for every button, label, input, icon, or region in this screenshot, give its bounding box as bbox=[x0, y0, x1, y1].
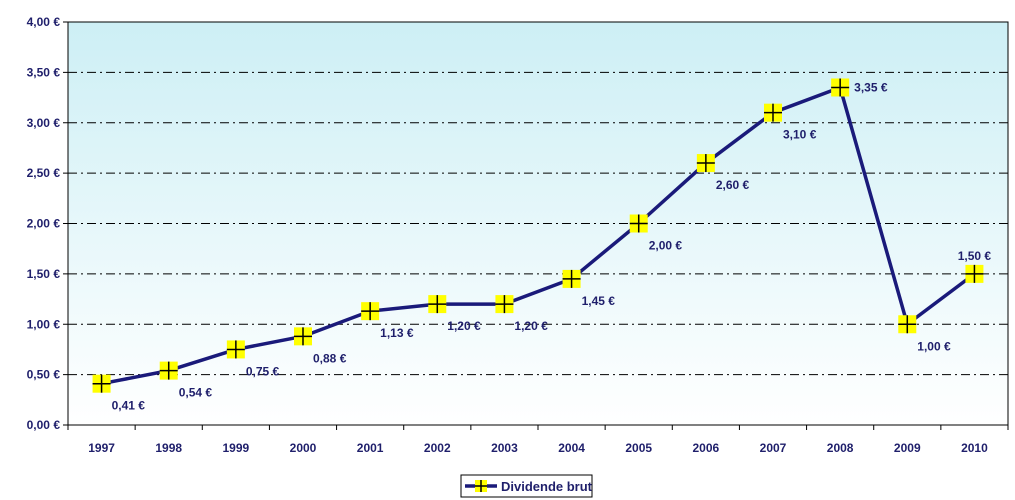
data-label: 1,50 € bbox=[958, 249, 992, 263]
x-tick-label: 2007 bbox=[760, 441, 787, 455]
data-point bbox=[428, 295, 447, 314]
data-point bbox=[361, 302, 380, 321]
legend-label: Dividende brut bbox=[501, 479, 593, 494]
data-label: 3,35 € bbox=[854, 80, 888, 94]
x-tick-label: 2009 bbox=[894, 441, 921, 455]
x-tick-label: 2002 bbox=[424, 441, 451, 455]
data-point bbox=[159, 361, 178, 380]
data-point bbox=[226, 340, 245, 359]
data-label: 1,45 € bbox=[582, 294, 616, 308]
x-tick-label: 1998 bbox=[155, 441, 182, 455]
data-label: 1,20 € bbox=[514, 319, 548, 333]
data-labels: 0,41 € 0,54 € 0,75 € 0,88 € 1,13 € 1,20 € 1,20… bbox=[112, 80, 992, 412]
x-tick-label: 2004 bbox=[558, 441, 585, 455]
data-label: 2,00 € bbox=[649, 239, 683, 253]
x-tick-label: 2003 bbox=[491, 441, 518, 455]
data-point bbox=[495, 295, 514, 314]
data-label: 1,13 € bbox=[380, 326, 414, 340]
data-point bbox=[696, 154, 715, 173]
data-label: 0,88 € bbox=[313, 351, 347, 365]
legend-box bbox=[460, 474, 593, 498]
x-tick-label: 2000 bbox=[290, 441, 317, 455]
x-tick-label: 2001 bbox=[357, 441, 384, 455]
y-tick-label: 2,00 € bbox=[27, 217, 61, 231]
legend: Dividende brut bbox=[460, 474, 593, 498]
data-point bbox=[629, 214, 648, 233]
series-line bbox=[101, 85, 976, 386]
x-tick-label: 2010 bbox=[961, 441, 988, 455]
y-tick-label: 3,50 € bbox=[27, 65, 61, 79]
y-tick-label: 1,50 € bbox=[27, 267, 61, 281]
data-point bbox=[294, 327, 312, 346]
y-axis: 0,00 € 0,50 € 1,00 € 1,50 € 2,00 € 2,50 € 3,00… bbox=[27, 15, 68, 432]
data-point bbox=[562, 269, 581, 288]
data-label: 2,60 € bbox=[716, 178, 750, 192]
data-label: 1,20 € bbox=[447, 319, 481, 333]
data-point bbox=[92, 374, 111, 393]
y-tick-label: 1,00 € bbox=[27, 317, 61, 331]
y-tick-label: 0,00 € bbox=[27, 418, 61, 432]
data-label: 0,54 € bbox=[179, 386, 213, 400]
legend-marker bbox=[475, 480, 487, 492]
x-tick-label: 2006 bbox=[693, 441, 720, 455]
y-tick-label: 3,00 € bbox=[27, 116, 61, 130]
data-label: 0,75 € bbox=[246, 364, 280, 378]
x-axis: 1997 1998 1999 2000 2001 2002 2003 2004 2005 2006… bbox=[67, 425, 1009, 455]
data-label: 3,10 € bbox=[783, 128, 817, 142]
x-tick-label: 1997 bbox=[88, 441, 115, 455]
data-point bbox=[898, 315, 917, 334]
x-tick-label: 2005 bbox=[625, 441, 652, 455]
y-tick-label: 0,50 € bbox=[27, 368, 61, 382]
data-point bbox=[965, 264, 984, 283]
y-tick-label: 4,00 € bbox=[27, 15, 61, 29]
series-dividende-brut bbox=[92, 78, 984, 393]
data-label: 1,00 € bbox=[917, 339, 951, 353]
data-point bbox=[764, 103, 782, 122]
data-label: 0,41 € bbox=[112, 399, 146, 413]
x-tick-label: 2008 bbox=[827, 441, 854, 455]
data-point bbox=[831, 78, 850, 97]
x-tick-label: 1999 bbox=[223, 441, 250, 455]
y-tick-label: 2,50 € bbox=[27, 166, 61, 180]
